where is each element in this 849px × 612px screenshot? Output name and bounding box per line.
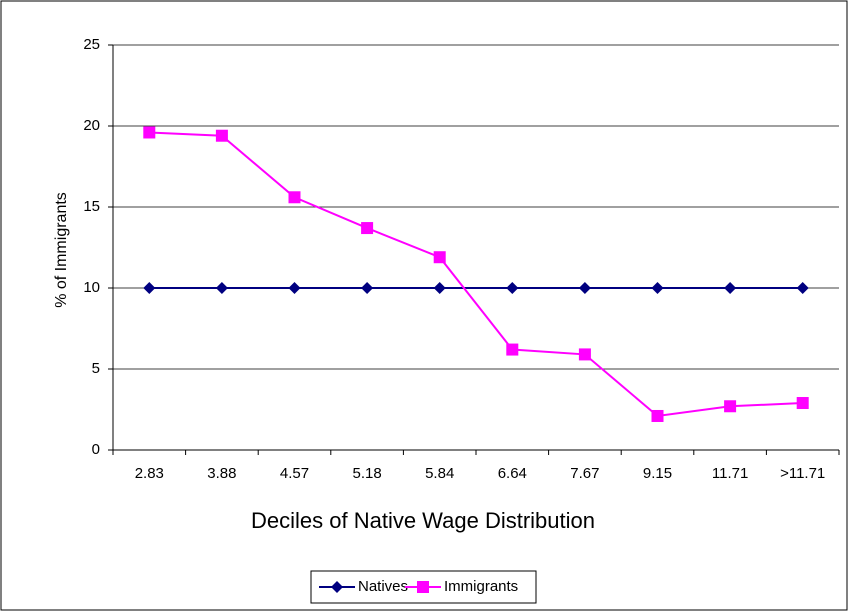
data-point	[361, 282, 374, 294]
data-point	[506, 282, 519, 294]
x-tick-label: 5.84	[425, 465, 454, 482]
data-point	[506, 343, 519, 356]
data-point	[651, 282, 664, 294]
y-tick-label: 10	[83, 279, 100, 296]
x-axis-title: Deciles of Native Wage Distribution	[251, 508, 595, 533]
x-tick-label: 3.88	[207, 465, 236, 482]
y-tick-label: 5	[92, 360, 100, 377]
series-line	[149, 131, 803, 418]
y-tick-label: 25	[83, 36, 100, 53]
data-point	[288, 282, 301, 294]
y-tick-label: 15	[83, 198, 100, 215]
y-tick-label: 20	[83, 117, 100, 134]
x-tick-label: >11.71	[780, 465, 825, 482]
legend-marker	[331, 581, 343, 593]
data-point	[433, 282, 446, 294]
x-tick-label: 6.64	[498, 465, 527, 482]
legend-label: Immigrants	[444, 578, 518, 595]
data-point	[651, 409, 664, 422]
x-tick-label: 11.71	[712, 465, 748, 482]
x-tick-label: 2.83	[135, 465, 164, 482]
data-point	[215, 282, 228, 294]
data-point	[724, 400, 737, 413]
data-point	[361, 222, 374, 235]
y-axis-title: % of Immigrants	[53, 192, 70, 308]
x-tick-label: 4.57	[280, 465, 309, 482]
data-point	[433, 251, 446, 264]
data-point	[215, 129, 228, 142]
data-point	[578, 282, 591, 294]
data-point	[143, 282, 156, 294]
legend-label: Natives	[358, 578, 408, 595]
x-tick-label: 9.15	[643, 465, 672, 482]
y-tick-label: 0	[92, 441, 100, 458]
legend-marker	[417, 581, 429, 593]
x-tick-label: 7.67	[570, 465, 599, 482]
data-point	[288, 191, 301, 204]
x-tick-label: 5.18	[352, 465, 381, 482]
data-point	[143, 126, 156, 139]
data-point	[796, 397, 809, 410]
data-point	[724, 282, 737, 294]
data-point	[578, 348, 591, 361]
data-point	[796, 282, 809, 294]
